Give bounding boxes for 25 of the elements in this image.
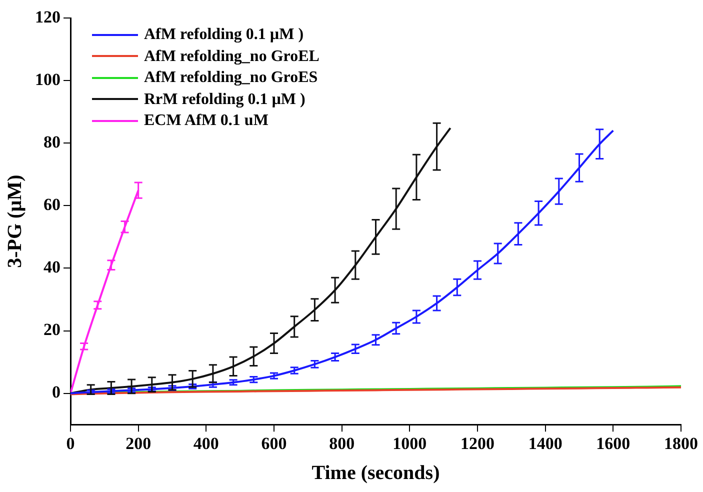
- x-tick-label: 800: [329, 434, 355, 454]
- x-tick-label: 1600: [596, 434, 630, 454]
- y-tick-label: 20: [44, 320, 60, 340]
- y-tick-label: 60: [44, 195, 60, 214]
- x-tick-label: 600: [261, 434, 287, 454]
- y-axis-title: 3-PG (µM): [4, 174, 26, 268]
- x-tick-label: 1400: [528, 434, 562, 454]
- x-tick-label: 0: [66, 434, 75, 454]
- y-tick-label: 120: [35, 7, 60, 26]
- y-tick-label: 0: [52, 382, 60, 402]
- line-series: [70, 130, 614, 394]
- legend-label: ECM AfM 0.1 uM: [144, 111, 268, 131]
- y-tick-label: 40: [44, 258, 60, 277]
- x-tick-label: 400: [193, 434, 219, 454]
- y-tick-label: 80: [44, 132, 60, 152]
- legend-label: RrM refolding 0.1 µM ): [144, 90, 306, 110]
- x-tick-label: 1200: [460, 434, 494, 454]
- legend-label: AfM refolding_no GroES: [144, 68, 318, 88]
- legend-label: AfM refolding 0.1 µM ): [144, 25, 304, 45]
- x-axis-title: Time (seconds): [312, 462, 440, 484]
- y-tick-label: 100: [35, 70, 60, 89]
- x-tick-label: 1000: [392, 434, 427, 454]
- x-tick-label: 1800: [664, 434, 698, 454]
- x-tick-label: 200: [126, 434, 152, 454]
- legend-label: AfM refolding_no GroEL: [144, 46, 320, 66]
